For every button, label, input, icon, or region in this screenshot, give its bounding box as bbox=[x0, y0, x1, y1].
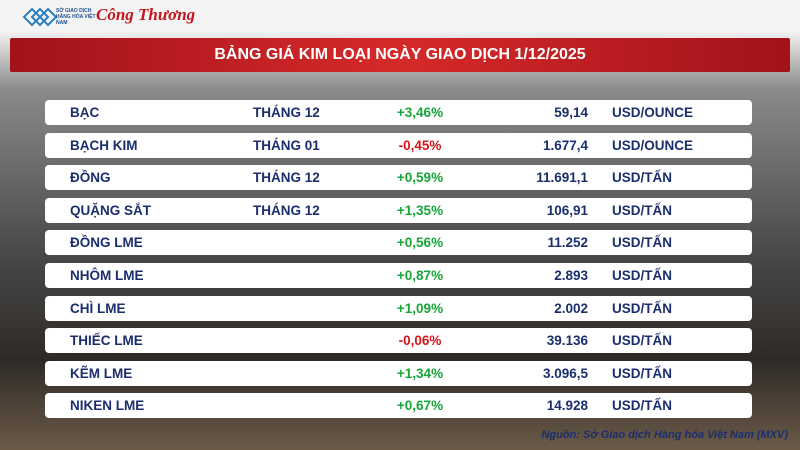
price-change: +0,59% bbox=[396, 170, 444, 186]
brand: Công Thương bbox=[96, 5, 196, 24]
price-change: +3,46% bbox=[396, 105, 444, 120]
price: 39.136 bbox=[546, 333, 588, 349]
price: 1.677,4 bbox=[542, 137, 588, 153]
price: 2.002 bbox=[554, 300, 588, 316]
unit: USD/TẤN bbox=[612, 300, 672, 316]
contract-month: THÁNG 12 bbox=[253, 105, 320, 120]
price-change: -0,06% bbox=[398, 333, 442, 349]
table-row: NIKEN LME +0,67% 14.928 USD/TẤN bbox=[45, 393, 752, 419]
price-change: +0,87% bbox=[396, 268, 444, 283]
price-change: -0,45% bbox=[398, 137, 442, 153]
table-row: THIẾC LME -0,06% 39.136 USD/TẤN bbox=[45, 328, 752, 354]
metal-name: QUẶNG SẮT bbox=[70, 202, 151, 218]
table-row: QUẶNG SẮT THÁNG 12 +1,35% 106,91 USD/TẤN bbox=[45, 197, 752, 223]
table-row: KẼM LME +1,34% 3.096,5 USD/TẤN bbox=[45, 360, 752, 386]
unit: USD/TẤN bbox=[612, 333, 672, 349]
contract-month: THÁNG 01 bbox=[253, 137, 320, 153]
metal-name: ĐỒNG bbox=[70, 170, 111, 186]
logo-icon bbox=[22, 7, 58, 27]
table-row: ĐỒNG THÁNG 12 +0,59% 11.691,1 USD/TẤN bbox=[45, 165, 752, 191]
metal-name: NIKEN LME bbox=[70, 398, 145, 414]
unit: USD/TẤN bbox=[612, 398, 672, 414]
price: 11.252 bbox=[547, 235, 588, 251]
metal-name: ĐỒNG LME bbox=[70, 235, 143, 251]
price: 3.096,5 bbox=[542, 365, 588, 381]
metal-name: NHÔM LME bbox=[70, 268, 144, 283]
unit: USD/OUNCE bbox=[612, 105, 694, 120]
price-change: +1,35% bbox=[396, 202, 444, 218]
unit: USD/TẤN bbox=[612, 365, 672, 381]
unit: USD/TẤN bbox=[612, 235, 672, 251]
price-change: +1,09% bbox=[396, 300, 444, 316]
logo-text: SỞ GIAO DỊCH HÀNG HÓA VIỆT NAM bbox=[56, 8, 96, 26]
table-row: BẠC THÁNG 12 +3,46% 59,14 USD/OUNCE bbox=[45, 100, 752, 125]
table-row: CHÌ LME +1,09% 2.002 USD/TẤN bbox=[45, 295, 752, 321]
metal-name: BẠC bbox=[70, 105, 100, 120]
price: 59,14 bbox=[554, 105, 588, 120]
source: Nguồn: Sở Giao dịch Hàng hóa Việt Nam (M… bbox=[541, 429, 788, 441]
metal-name: THIẾC LME bbox=[70, 333, 143, 349]
table-row: ĐỒNG LME +0,56% 11.252 USD/TẤN bbox=[45, 230, 752, 256]
price: 11.691,1 bbox=[536, 170, 588, 186]
title-banner bbox=[10, 38, 790, 72]
price: 14.928 bbox=[546, 398, 588, 414]
price-change: +0,56% bbox=[396, 235, 444, 251]
unit: USD/TẤN bbox=[612, 202, 672, 218]
unit: USD/TẤN bbox=[612, 170, 672, 186]
metal-name: KẼM LME bbox=[70, 365, 133, 381]
price-change: +0,67% bbox=[396, 398, 444, 414]
table-row: BẠCH KIM THÁNG 01 -0,45% 1.677,4 USD/OUNCE bbox=[45, 132, 752, 158]
title: BẢNG GIÁ KIM LOẠI NGÀY GIAO DỊCH 1/12/20… bbox=[214, 46, 586, 63]
contract-month: THÁNG 12 bbox=[253, 202, 320, 218]
contract-month: THÁNG 12 bbox=[253, 170, 320, 186]
price-change: +1,34% bbox=[396, 365, 444, 381]
price: 2.893 bbox=[554, 268, 588, 283]
metal-name: CHÌ LME bbox=[70, 300, 126, 316]
unit: USD/TẤN bbox=[612, 268, 672, 283]
price: 106,91 bbox=[546, 202, 588, 218]
table-row: NHÔM LME +0,87% 2.893 USD/TẤN bbox=[45, 263, 752, 288]
unit: USD/OUNCE bbox=[612, 137, 694, 153]
metal-name: BẠCH KIM bbox=[70, 137, 138, 153]
